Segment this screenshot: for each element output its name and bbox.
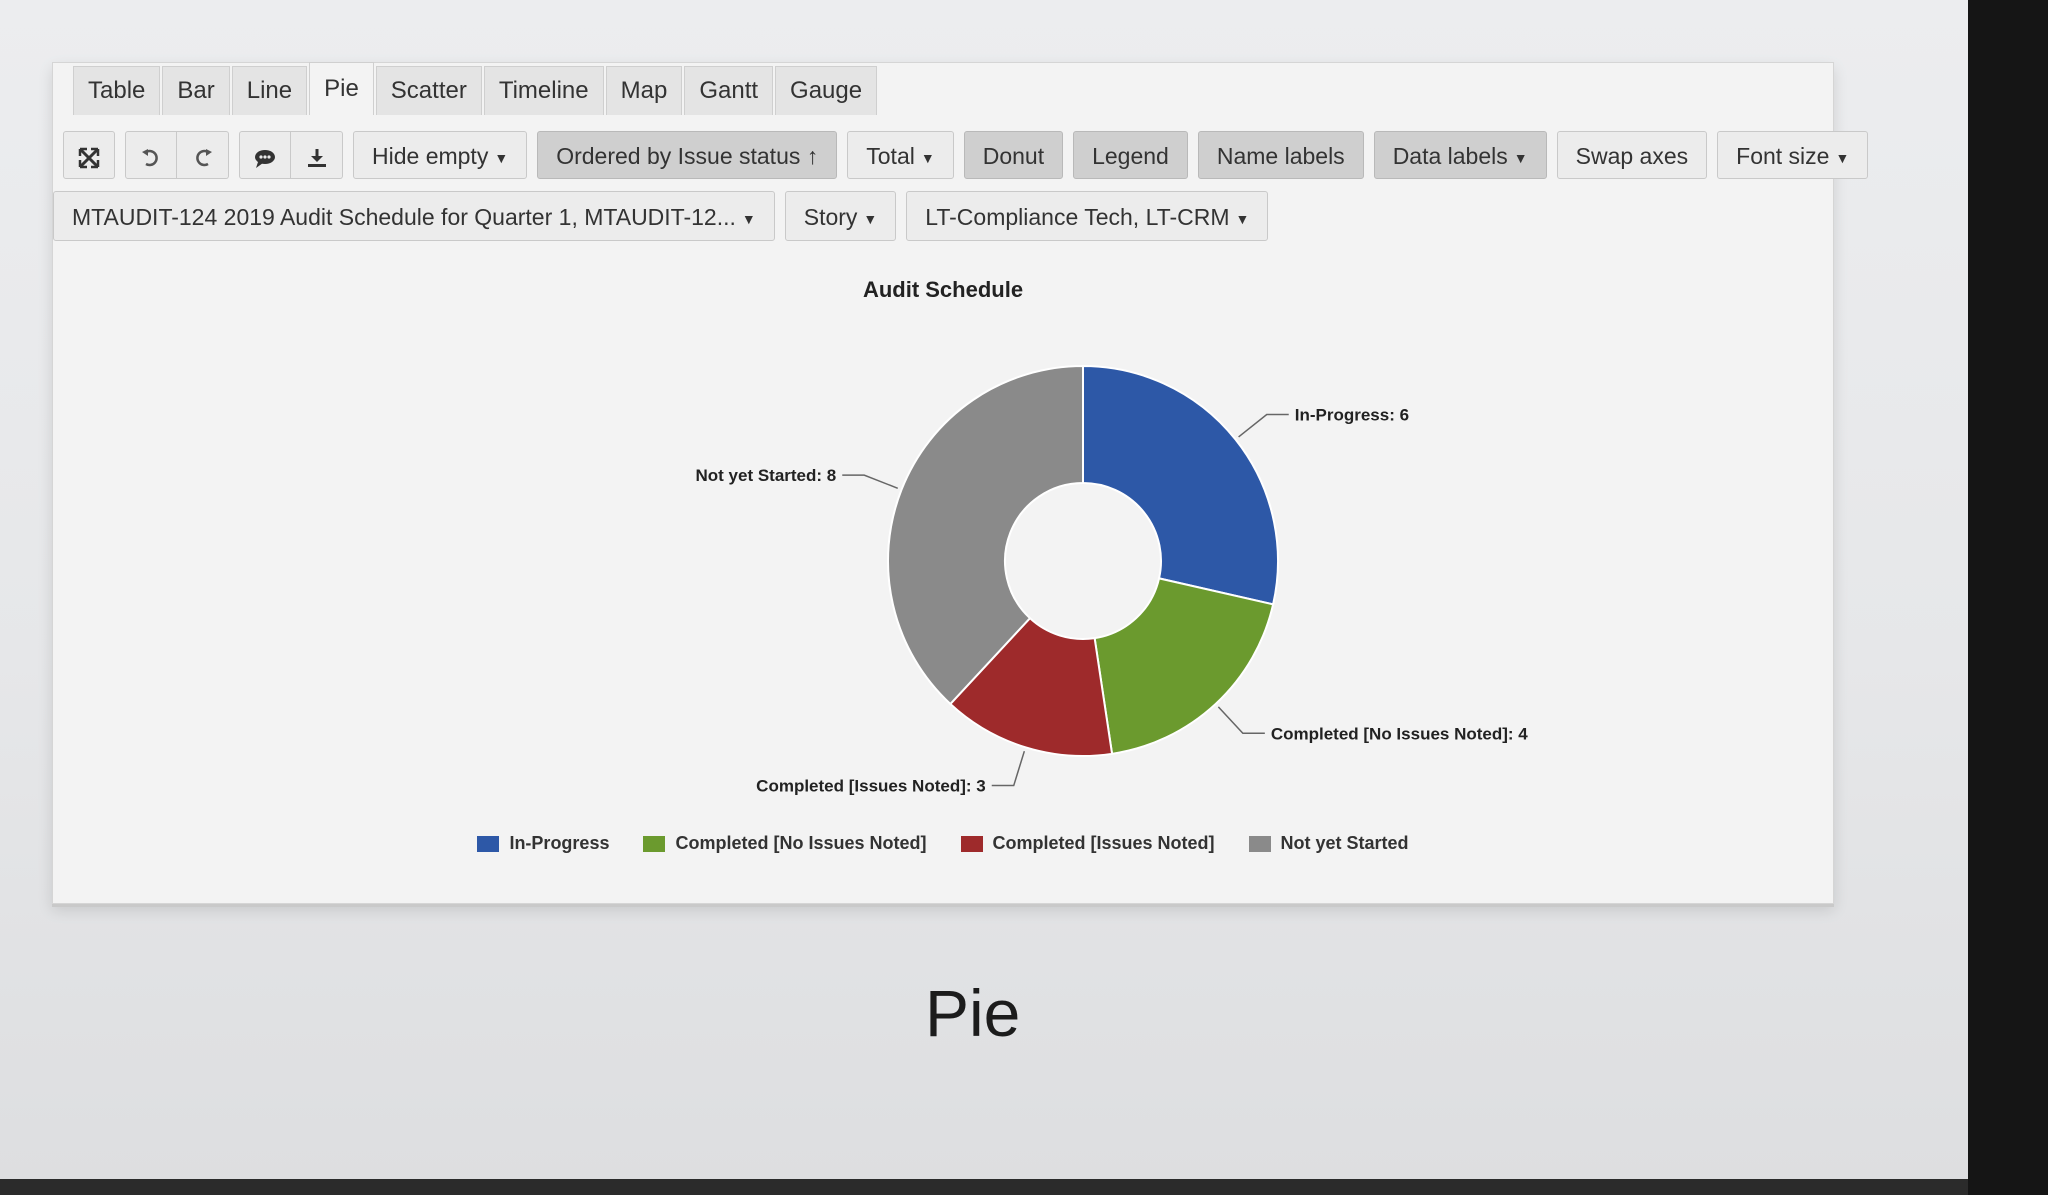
redo-icon <box>195 148 212 167</box>
tab-scatter[interactable]: Scatter <box>375 66 482 115</box>
download-button[interactable] <box>291 131 343 179</box>
caret-down-icon: ▼ <box>741 210 756 227</box>
data-label-leader-line <box>1238 413 1289 438</box>
caret-down-icon: ▼ <box>1835 149 1850 166</box>
data-label-3: Not yet Started: 8 <box>695 466 836 485</box>
tab-gantt[interactable]: Gantt <box>684 66 774 115</box>
donut-slice-2[interactable] <box>948 616 1114 757</box>
tab-line[interactable]: Line <box>231 66 308 115</box>
tab-bar[interactable]: Bar <box>162 66 230 115</box>
filter-bar: MTAUDIT-124 2019 Audit Schedule for Quar… <box>53 191 1278 241</box>
total-dropdown[interactable]: Total ▼ <box>847 131 954 179</box>
chart-toolbar: Hide empty ▼ Ordered by Issue status ↑ To… <box>63 131 1878 179</box>
tab-map[interactable]: Map <box>605 66 683 115</box>
donut-chart: In-Progress: 6 Completed [No Issues Noted… <box>695 364 1528 796</box>
data-label-leader-line <box>991 750 1026 787</box>
swap-axes-button[interactable]: Swap axes <box>1556 131 1708 179</box>
name-labels-toggle[interactable]: Name labels <box>1197 131 1364 179</box>
caret-down-icon: ▼ <box>920 149 935 166</box>
chart-legend: In-Progress Completed [No Issues Noted] … <box>53 833 1833 854</box>
monitor-bottom-edge <box>0 1179 1968 1195</box>
legend-toggle[interactable]: Legend <box>1073 131 1188 179</box>
download-icon <box>307 148 326 167</box>
tab-table[interactable]: Table <box>73 66 161 115</box>
issue-type-filter-dropdown[interactable]: Story ▼ <box>784 191 897 241</box>
chart-title: Audit Schedule <box>862 277 1024 302</box>
legend-swatch <box>1248 835 1271 852</box>
expand-icon <box>78 147 100 169</box>
caption-text: Pie <box>925 976 1021 1050</box>
donut-slice-3[interactable] <box>887 364 1084 706</box>
data-label-2: Completed [Issues Noted]: 3 <box>756 777 986 796</box>
caret-down-icon: ▼ <box>1235 210 1250 227</box>
caret-down-icon: ▼ <box>494 149 509 166</box>
donut-slice-1[interactable] <box>1093 577 1275 755</box>
legend-swatch <box>960 835 983 852</box>
tab-timeline[interactable]: Timeline <box>483 66 604 115</box>
undo-icon <box>142 148 158 167</box>
tab-pie[interactable]: Pie <box>309 62 374 115</box>
font-size-dropdown[interactable]: Font size ▼ <box>1717 131 1869 179</box>
chart-panel: Table Bar Line Pie Scatter Timeline Map … <box>52 62 1869 904</box>
comment-button[interactable] <box>239 131 291 179</box>
undo-button[interactable] <box>125 131 177 179</box>
redo-button[interactable] <box>177 131 229 179</box>
caret-down-icon: ▼ <box>863 210 878 227</box>
data-label-0: In-Progress: 6 <box>1295 405 1409 424</box>
legend-item-in-progress[interactable]: In-Progress <box>477 833 609 854</box>
legend-item-completed-issues[interactable]: Completed [Issues Noted] <box>960 833 1215 854</box>
order-by-button[interactable]: Ordered by Issue status ↑ <box>537 131 838 179</box>
donut-toggle[interactable]: Donut <box>963 131 1064 179</box>
data-label-leader-line <box>842 474 899 489</box>
data-labels-dropdown[interactable]: Data labels ▼ <box>1373 131 1547 179</box>
caret-down-icon: ▼ <box>1513 149 1528 166</box>
comment-download-group <box>239 131 343 179</box>
fullscreen-button[interactable] <box>63 131 115 179</box>
legend-item-completed-no-issues[interactable]: Completed [No Issues Noted] <box>643 833 927 854</box>
data-label-leader-line <box>1217 706 1265 735</box>
tab-gauge[interactable]: Gauge <box>775 66 878 115</box>
monitor-bezel <box>1968 0 2048 1195</box>
donut-slice-0[interactable] <box>1082 364 1279 606</box>
legend-swatch <box>643 835 666 852</box>
comment-icon <box>255 149 275 168</box>
chart-type-tabs: Table Bar Line Pie Scatter Timeline Map … <box>73 62 879 115</box>
components-filter-dropdown[interactable]: LT-Compliance Tech, LT-CRM ▼ <box>906 191 1269 241</box>
hide-empty-dropdown[interactable]: Hide empty ▼ <box>353 131 528 179</box>
issues-filter-dropdown[interactable]: MTAUDIT-124 2019 Audit Schedule for Quar… <box>53 191 775 241</box>
undo-redo-group <box>125 131 229 179</box>
legend-item-not-yet-started[interactable]: Not yet Started <box>1248 833 1409 854</box>
data-label-1: Completed [No Issues Noted]: 4 <box>1271 724 1528 743</box>
legend-swatch <box>477 835 500 852</box>
